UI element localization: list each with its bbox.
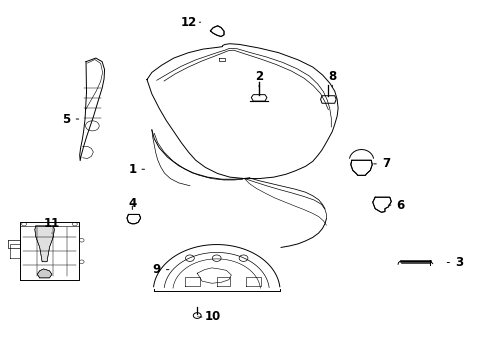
Text: 9: 9 — [152, 263, 168, 276]
Text: 3: 3 — [447, 256, 462, 269]
Text: 2: 2 — [255, 69, 263, 87]
Polygon shape — [372, 197, 390, 212]
Polygon shape — [350, 160, 371, 175]
Text: 11: 11 — [44, 217, 60, 233]
Text: 1: 1 — [128, 163, 144, 176]
Polygon shape — [35, 226, 54, 262]
Text: 5: 5 — [62, 113, 79, 126]
Polygon shape — [210, 26, 224, 37]
Polygon shape — [37, 269, 52, 278]
Text: 6: 6 — [387, 199, 404, 212]
Polygon shape — [127, 215, 141, 224]
Text: 8: 8 — [327, 69, 336, 87]
Text: 12: 12 — [180, 16, 200, 29]
Text: 10: 10 — [199, 310, 221, 324]
Text: 4: 4 — [128, 197, 136, 210]
Text: 7: 7 — [373, 157, 389, 170]
